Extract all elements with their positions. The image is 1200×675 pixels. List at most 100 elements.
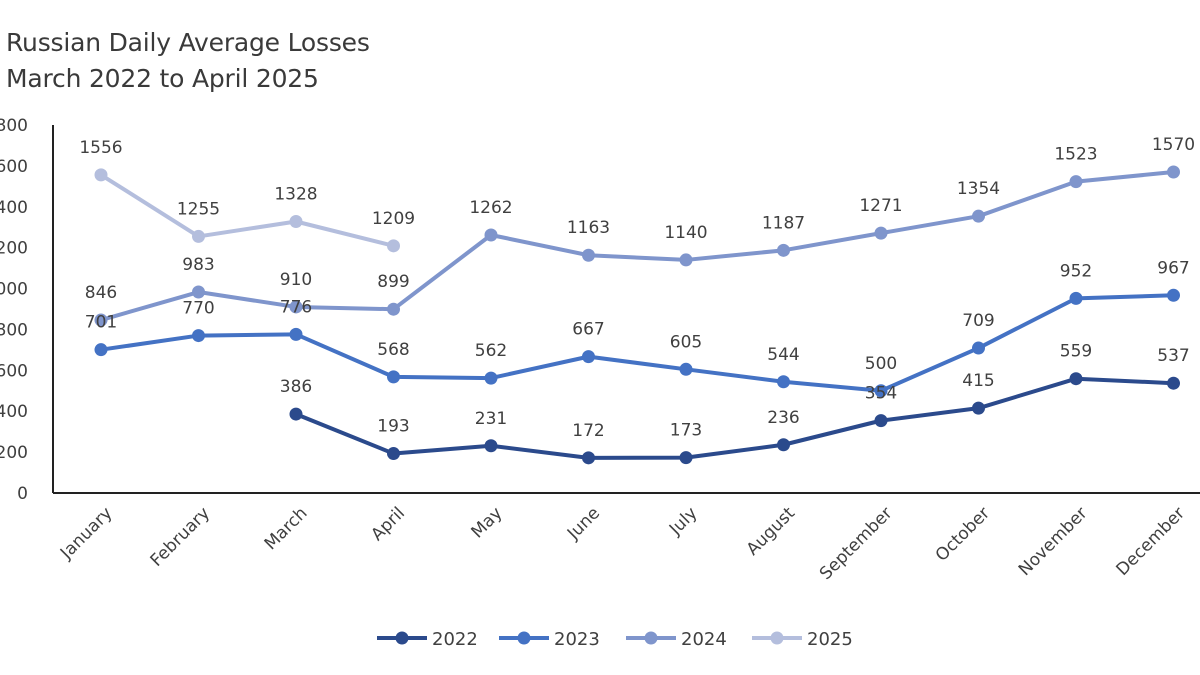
y-tick-label: 1800 <box>0 116 28 136</box>
x-tick-label: April <box>367 503 409 545</box>
y-tick-label: 1000 <box>0 280 28 300</box>
data-label: 701 <box>85 313 117 333</box>
legend-label: 2024 <box>681 629 727 650</box>
data-point-2022 <box>679 451 693 465</box>
data-point-2024 <box>874 226 888 240</box>
data-point-2024 <box>387 302 400 316</box>
data-label: 568 <box>377 340 409 360</box>
data-label: 173 <box>670 421 702 441</box>
series-2024 <box>94 165 1180 327</box>
data-point-2022 <box>1069 372 1083 386</box>
series-line-2023 <box>99 293 1176 393</box>
data-point-2023 <box>972 341 985 355</box>
data-point-2024 <box>679 253 693 267</box>
data-label: 776 <box>280 297 312 317</box>
data-label: 983 <box>182 255 214 275</box>
data-point-2023 <box>874 384 888 398</box>
data-label: 1209 <box>372 209 415 229</box>
data-point-2023 <box>1069 291 1083 305</box>
data-label: 770 <box>182 299 214 319</box>
y-tick-label: 800 <box>0 320 28 340</box>
data-label: 1262 <box>469 198 512 218</box>
series-line-2022 <box>294 376 1176 460</box>
series-2023 <box>94 288 1180 398</box>
data-label: 544 <box>767 345 799 365</box>
x-tick-label: February <box>147 503 214 570</box>
data-label: 236 <box>767 408 799 428</box>
x-tick-label: October <box>932 503 994 565</box>
legend-label: 2025 <box>807 629 853 650</box>
data-label: 910 <box>280 270 312 290</box>
data-label: 1570 <box>1152 135 1195 155</box>
data-point-2024 <box>289 300 303 314</box>
data-label: 386 <box>280 377 312 397</box>
data-point-2025 <box>94 168 108 182</box>
data-label: 1523 <box>1054 145 1097 165</box>
data-point-2023 <box>484 371 498 385</box>
data-label: 562 <box>475 341 507 361</box>
data-point-2022 <box>777 438 790 452</box>
data-label: 231 <box>475 409 507 429</box>
x-tick-label: March <box>261 503 312 554</box>
data-point-2022 <box>1167 376 1180 390</box>
data-label: 537 <box>1157 346 1189 366</box>
data-label: 1271 <box>859 196 902 216</box>
x-tick-label: November <box>1015 503 1092 580</box>
y-tick-label: 1400 <box>0 198 28 218</box>
series-2025 <box>94 168 400 253</box>
legend-item-2022: 2022 <box>377 629 478 650</box>
y-tick-label: 1600 <box>0 157 28 177</box>
data-point-2022 <box>289 407 303 421</box>
chart-title: Russian Daily Average Losses <box>6 28 370 57</box>
data-label: 709 <box>962 311 994 331</box>
data-point-2025 <box>289 214 303 228</box>
legend-label: 2022 <box>432 629 478 650</box>
data-point-2025 <box>192 229 205 243</box>
data-label: 846 <box>85 283 117 303</box>
x-tick-label: December <box>1113 503 1189 579</box>
data-point-2023 <box>582 350 595 364</box>
series-line-2025 <box>99 172 396 248</box>
x-tick-label: July <box>665 503 701 539</box>
data-label: 172 <box>572 421 604 441</box>
data-point-2024 <box>484 228 498 242</box>
data-point-2024 <box>972 209 985 223</box>
data-point-2022 <box>874 414 888 428</box>
legend-item-2025: 2025 <box>752 629 853 650</box>
y-tick-label: 1200 <box>0 239 28 259</box>
legend-item-2023: 2023 <box>499 629 600 650</box>
data-label: 415 <box>962 371 994 391</box>
data-label: 354 <box>865 384 897 404</box>
data-point-2024 <box>192 285 205 299</box>
data-label: 193 <box>377 417 409 437</box>
data-label: 667 <box>572 320 604 340</box>
x-tick-label: June <box>563 503 604 544</box>
data-label: 605 <box>670 332 702 352</box>
data-point-2024 <box>94 313 108 327</box>
x-tick-label: May <box>468 503 507 542</box>
data-label: 967 <box>1157 258 1189 278</box>
data-label: 899 <box>377 272 409 292</box>
data-point-2022 <box>972 401 985 415</box>
data-point-2023 <box>192 329 205 343</box>
x-tick-label: January <box>56 503 116 563</box>
data-point-2023 <box>1167 288 1180 302</box>
legend-label: 2023 <box>554 629 600 650</box>
legend-item-2024: 2024 <box>626 629 727 650</box>
data-point-2022 <box>387 447 400 461</box>
data-label: 500 <box>865 354 897 374</box>
data-point-2023 <box>777 375 790 389</box>
data-point-2024 <box>1167 165 1180 179</box>
y-tick-label: 400 <box>0 402 28 422</box>
y-tick-label: 0 <box>17 484 28 504</box>
data-point-2023 <box>679 362 693 376</box>
data-point-2024 <box>777 243 790 257</box>
legend-swatch-marker <box>395 631 409 645</box>
data-point-2023 <box>387 370 400 384</box>
data-label: 1328 <box>274 184 317 204</box>
data-point-2024 <box>582 248 595 262</box>
data-point-2022 <box>582 451 595 465</box>
legend-swatch-marker <box>770 631 784 645</box>
